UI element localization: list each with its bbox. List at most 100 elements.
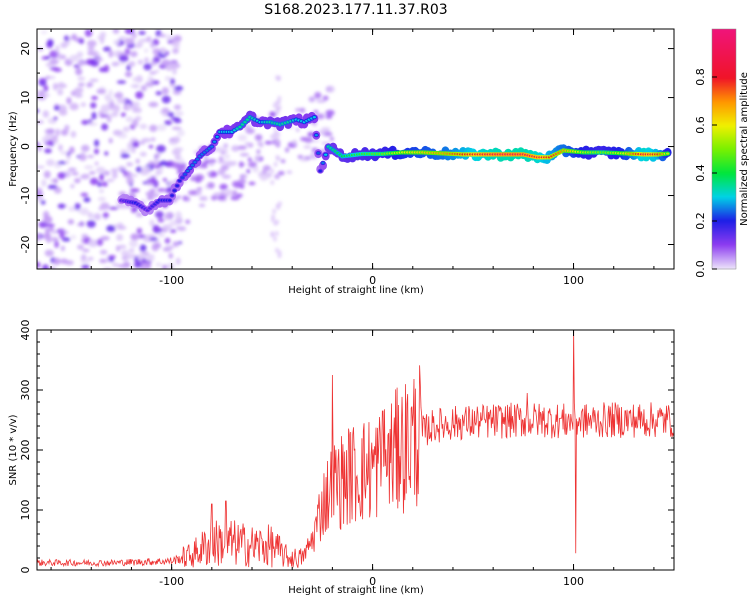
heat-noise-blob bbox=[264, 140, 273, 145]
heat-noise-blob bbox=[60, 258, 68, 265]
heat-noise-blob bbox=[55, 128, 60, 137]
heat-noise-blob bbox=[82, 248, 90, 253]
colorbar-band bbox=[712, 141, 736, 144]
heat-noise-blob bbox=[196, 187, 203, 191]
colorbar-band bbox=[712, 189, 736, 192]
heat-noise-blob bbox=[74, 178, 81, 184]
heat-noise-blob bbox=[164, 120, 173, 126]
heat-noise-blob bbox=[111, 111, 119, 117]
colorbar-band bbox=[712, 221, 736, 224]
colorbar-band bbox=[712, 123, 736, 126]
spectrogram-noise bbox=[37, 29, 335, 269]
colorbar-band bbox=[712, 261, 736, 264]
heat-ridge-peak bbox=[210, 145, 214, 148]
colorbar-band bbox=[712, 217, 736, 220]
heat-noise-blob bbox=[106, 178, 115, 183]
heat-noise-blob bbox=[313, 110, 319, 114]
snr-plot-area bbox=[37, 330, 674, 570]
heat-noise-blob bbox=[130, 173, 139, 177]
colorbar-band bbox=[712, 213, 736, 216]
heat-noise-blob bbox=[143, 63, 152, 71]
colorbar-gradient bbox=[712, 29, 736, 270]
colorbar-band bbox=[712, 129, 736, 132]
heat-noise-blob bbox=[116, 225, 127, 230]
heat-noise-blob bbox=[246, 169, 251, 174]
heat-noise-blob bbox=[115, 245, 121, 252]
y-tick-label: 0 bbox=[19, 567, 32, 574]
y-tick-label: 100 bbox=[19, 500, 32, 521]
heat-noise-blob bbox=[144, 48, 149, 53]
heat-noise-blob bbox=[132, 119, 139, 128]
heat-noise-blob bbox=[159, 47, 167, 53]
colorbar-band bbox=[712, 227, 736, 230]
heat-noise-blob bbox=[237, 134, 248, 142]
heat-noise-blob bbox=[91, 95, 98, 101]
heat-noise-blob bbox=[161, 87, 169, 95]
colorbar-band bbox=[712, 243, 736, 246]
heat-noise-blob bbox=[222, 174, 231, 179]
heat-noise-blob bbox=[277, 95, 282, 101]
heat-ridge-peak bbox=[312, 116, 316, 119]
heat-noise-blob bbox=[148, 101, 159, 108]
heat-noise-blob bbox=[157, 232, 165, 238]
heat-noise-blob bbox=[133, 101, 140, 108]
heat-noise-blob bbox=[141, 137, 152, 143]
heat-noise-blob bbox=[155, 262, 162, 267]
heat-noise-blob bbox=[64, 124, 70, 132]
y-tick-label: 0 bbox=[19, 143, 32, 150]
heat-ridge-peak bbox=[193, 161, 197, 164]
heat-noise-blob bbox=[300, 136, 308, 142]
heat-noise-blob bbox=[100, 104, 110, 113]
colorbar-band bbox=[712, 145, 736, 148]
colorbar-band bbox=[712, 225, 736, 228]
heat-noise-blob bbox=[120, 112, 126, 117]
colorbar-band bbox=[712, 173, 736, 176]
heat-noise-blob bbox=[274, 173, 280, 180]
spectrogram-heat bbox=[37, 29, 672, 269]
heat-noise-blob bbox=[254, 154, 260, 162]
heat-ridge-peak bbox=[314, 134, 318, 137]
colorbar: 0.0 0.2 0.4 0.6 0.8 Normalized spectral ampl… bbox=[694, 28, 750, 278]
heat-noise-blob bbox=[185, 219, 191, 224]
heat-noise-blob bbox=[108, 89, 113, 97]
heat-noise-blob bbox=[58, 144, 63, 152]
heat-noise-blob bbox=[165, 187, 172, 194]
heat-noise-blob bbox=[125, 126, 130, 133]
heat-noise-blob bbox=[145, 191, 155, 197]
heat-noise-blob bbox=[159, 166, 164, 170]
colorbar-band bbox=[712, 209, 736, 212]
heat-noise-blob bbox=[124, 37, 135, 45]
colorbar-band bbox=[712, 45, 736, 48]
heat-noise-blob bbox=[80, 102, 87, 107]
heat-noise-blob bbox=[308, 96, 316, 103]
heat-noise-blob bbox=[220, 164, 229, 171]
x-tick-label: 100 bbox=[563, 575, 584, 588]
heat-noise-blob bbox=[99, 258, 108, 264]
heat-noise-blob bbox=[137, 253, 144, 261]
heat-noise-blob bbox=[148, 144, 154, 149]
heat-noise-blob bbox=[37, 120, 44, 124]
heat-noise-blob bbox=[150, 61, 158, 66]
colorbar-band bbox=[712, 251, 736, 254]
colorbar-band bbox=[712, 39, 736, 42]
colorbar-band bbox=[712, 91, 736, 94]
colorbar-tick-label: 0.6 bbox=[694, 116, 707, 134]
colorbar-band bbox=[712, 203, 736, 206]
colorbar-band bbox=[712, 265, 736, 268]
heat-noise-blob bbox=[162, 224, 173, 231]
heat-noise-blob bbox=[53, 257, 61, 266]
heat-noise-blob bbox=[175, 216, 182, 223]
heat-noise-blob bbox=[71, 172, 79, 176]
colorbar-band bbox=[712, 239, 736, 242]
heat-noise-blob bbox=[166, 262, 175, 269]
heat-noise-blob bbox=[99, 114, 109, 118]
heat-noise-blob bbox=[145, 256, 155, 262]
heat-noise-blob bbox=[140, 85, 147, 92]
heat-noise-blob bbox=[280, 159, 286, 164]
heat-noise-blob bbox=[224, 189, 234, 196]
colorbar-band bbox=[712, 151, 736, 154]
heat-noise-blob bbox=[49, 59, 60, 64]
colorbar-band bbox=[712, 63, 736, 66]
